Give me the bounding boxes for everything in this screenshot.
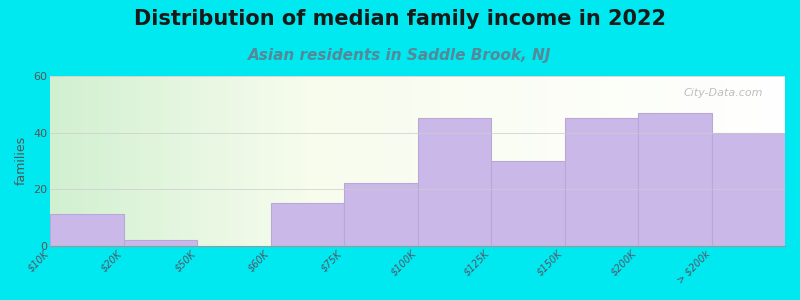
Bar <box>418 118 491 245</box>
Text: Asian residents in Saddle Brook, NJ: Asian residents in Saddle Brook, NJ <box>248 48 552 63</box>
Bar <box>50 214 124 245</box>
Bar <box>711 133 785 245</box>
Text: Distribution of median family income in 2022: Distribution of median family income in … <box>134 9 666 29</box>
Text: City-Data.com: City-Data.com <box>683 88 763 98</box>
Bar <box>638 113 711 245</box>
Bar <box>271 203 344 245</box>
Bar <box>491 161 565 245</box>
Y-axis label: families: families <box>15 136 28 185</box>
Bar <box>565 118 638 245</box>
Bar <box>344 183 418 245</box>
Bar <box>124 240 198 245</box>
